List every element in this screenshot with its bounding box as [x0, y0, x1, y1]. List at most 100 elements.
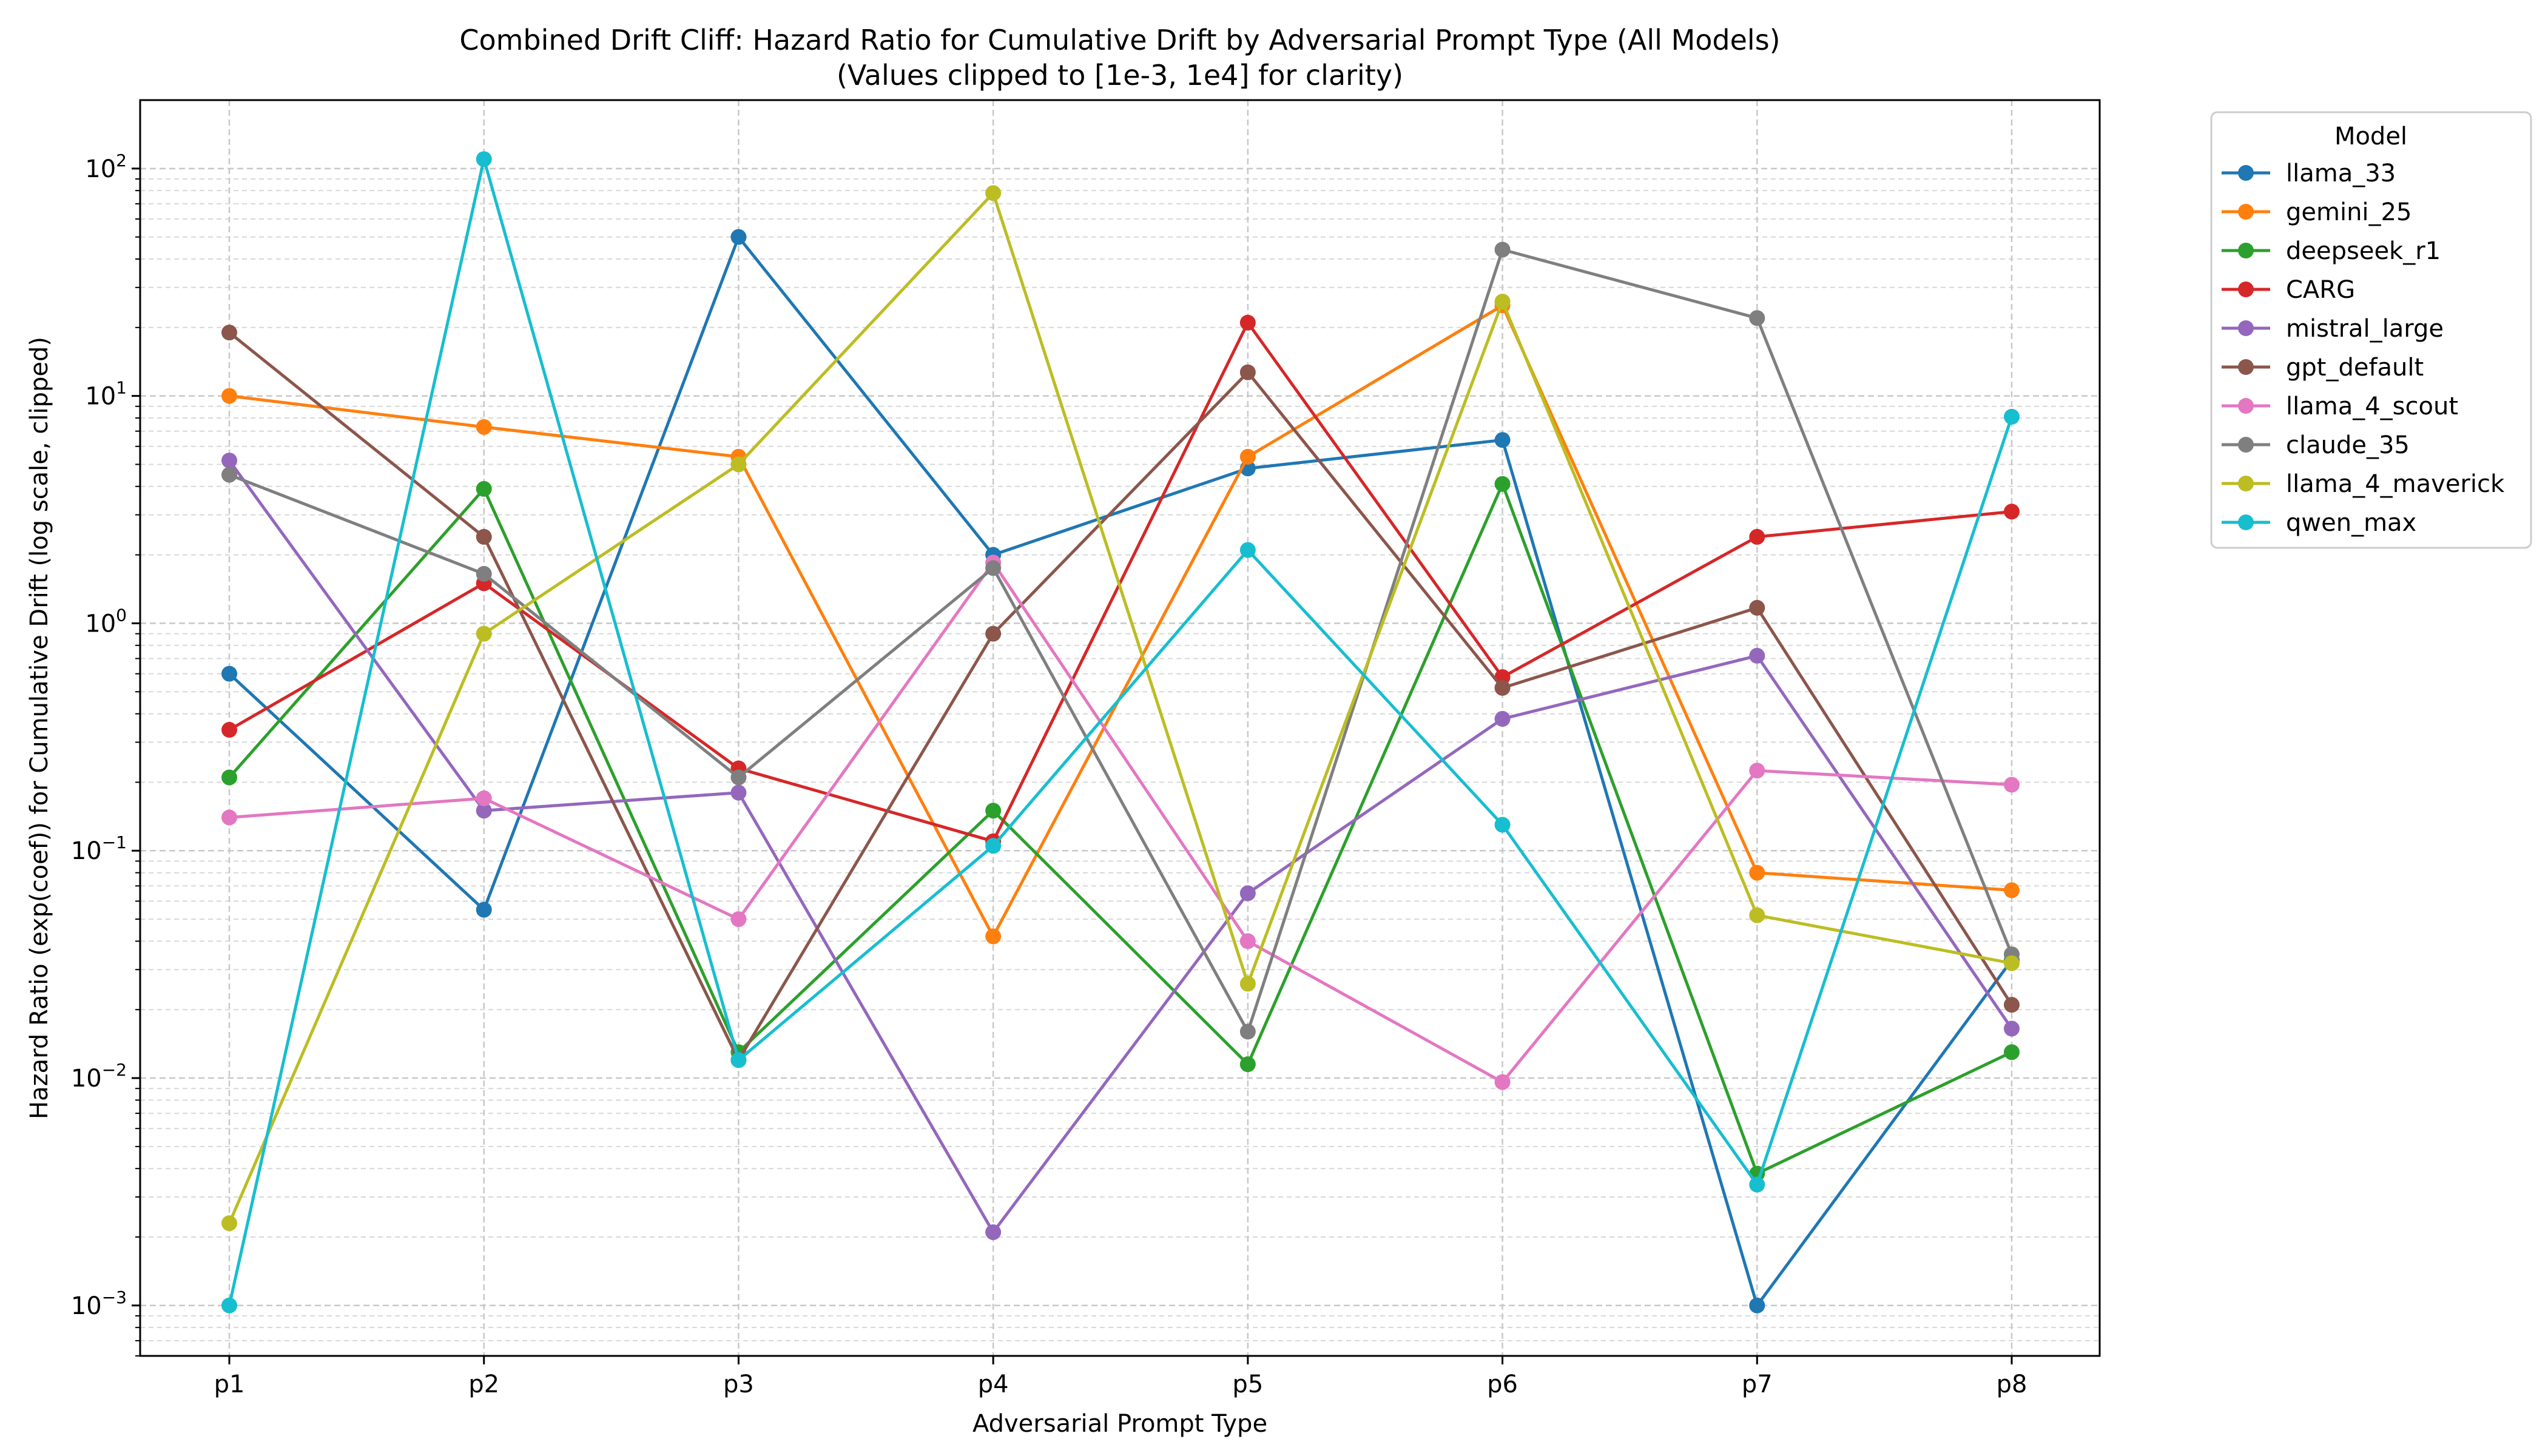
legend-label: mistral_large [2286, 315, 2444, 343]
data-point [730, 769, 747, 786]
series-mistral_large [221, 453, 2020, 1241]
legend-item: gpt_default [2222, 354, 2424, 382]
legend-marker [2238, 398, 2254, 414]
legend-marker [2238, 437, 2254, 453]
data-point [1239, 314, 1256, 331]
legend-item: gemini_25 [2222, 198, 2412, 226]
data-point [1239, 542, 1256, 558]
legend-marker [2238, 243, 2254, 258]
legend-item: mistral_large [2222, 315, 2444, 343]
data-point [730, 456, 747, 473]
series-line [228, 482, 2013, 1175]
legend-marker [2238, 476, 2254, 491]
legend-frame [2210, 111, 2532, 549]
data-point [1749, 1297, 1765, 1313]
y-axis-label: Hazard Ratio (exp(coef)) for Cumulative … [25, 337, 53, 1119]
series-line [229, 248, 2014, 1033]
legend-item: llama_4_scout [2222, 393, 2458, 420]
legend-label: deepseek_r1 [2286, 237, 2441, 265]
legend-marker [2238, 514, 2254, 530]
chart-subtitle: (Values clipped to [1e-3, 1e4] for clari… [837, 59, 1403, 92]
data-point [1749, 1176, 1765, 1193]
data-point [221, 1215, 237, 1232]
data-point [1494, 817, 1511, 833]
data-point [476, 480, 492, 497]
x-tick-label: p4 [978, 1370, 1009, 1398]
data-point [221, 453, 237, 469]
y-axis-ticks: 10−3 10−2 10−1 100 101 102 [71, 150, 140, 1357]
data-point [1749, 763, 1765, 779]
legend-title: Model [2334, 123, 2407, 150]
data-point [985, 803, 1002, 819]
grid-layer [140, 100, 2100, 1357]
series-line [229, 561, 2012, 1084]
series-line [228, 191, 2012, 1224]
x-tick-label: p2 [468, 1370, 499, 1398]
y-tick-label: 102 [85, 150, 127, 183]
x-axis-label: Adversarial Prompt Type [972, 1410, 1267, 1438]
data-point [221, 722, 237, 738]
legend-label: gemini_25 [2286, 198, 2412, 226]
data-point [476, 790, 492, 806]
data-point [1494, 294, 1511, 310]
legend-label: llama_4_scout [2286, 393, 2458, 420]
data-point [1494, 679, 1511, 696]
data-point [476, 902, 492, 918]
legend-marker [2238, 320, 2254, 336]
data-point [221, 325, 237, 341]
legend-marker [2238, 281, 2254, 297]
legend-marker [2238, 359, 2254, 375]
data-point [2004, 777, 2020, 793]
data-point [476, 803, 492, 819]
data-point [1749, 599, 1765, 616]
series-claude_35 [221, 241, 2020, 1040]
y-tick-label: 10−2 [71, 1060, 127, 1093]
legend-item: CARG [2222, 276, 2355, 304]
plot-area-frame [139, 99, 2101, 1357]
legend-label: qwen_max [2286, 509, 2416, 537]
data-point [1494, 1074, 1511, 1090]
data-point [2004, 408, 2020, 425]
data-point [476, 151, 492, 167]
x-tick-label: p1 [214, 1370, 245, 1398]
data-point [1239, 1056, 1256, 1073]
data-point [1494, 241, 1511, 258]
x-tick-label: p3 [723, 1370, 754, 1398]
series-line [228, 321, 2012, 843]
series-line [228, 235, 2014, 1307]
data-point [2004, 504, 2020, 520]
data-point [1239, 1023, 1256, 1040]
legend-label: llama_4_maverick [2286, 470, 2505, 498]
data-point [985, 185, 1002, 201]
data-point [985, 1224, 1002, 1241]
data-point [985, 560, 1002, 576]
series-llama_4_maverick [221, 185, 2020, 1232]
data-point [2004, 955, 2020, 971]
legend-item: llama_33 [2222, 160, 2396, 187]
data-point [476, 419, 492, 435]
legend: Model llama_33 gemini_25 deepseek_r1 CARG mi… [2210, 111, 2532, 549]
data-point [1239, 976, 1256, 992]
data-point [1494, 432, 1511, 448]
x-tick-label: p8 [1997, 1370, 2027, 1398]
data-point [1749, 647, 1765, 664]
data-point [1239, 933, 1256, 949]
legend-item: llama_4_maverick [2222, 470, 2505, 498]
data-point [476, 565, 492, 582]
data-point [1749, 864, 1765, 881]
series-line [228, 331, 2014, 1062]
data-point [1239, 364, 1256, 380]
y-tick-label: 10−1 [71, 832, 127, 865]
data-point [730, 784, 747, 801]
legend-items: llama_33 gemini_25 deepseek_r1 CARG mistral_… [2222, 160, 2505, 537]
series-line [228, 157, 2014, 1306]
data-point [2004, 997, 2020, 1013]
legend-label: claude_35 [2286, 431, 2410, 459]
legend-marker [2238, 165, 2254, 181]
data-point [221, 388, 237, 404]
legend-label: llama_33 [2286, 160, 2396, 187]
legend-item: claude_35 [2222, 431, 2410, 459]
data-point [1749, 907, 1765, 923]
data-point [2004, 1020, 2020, 1037]
